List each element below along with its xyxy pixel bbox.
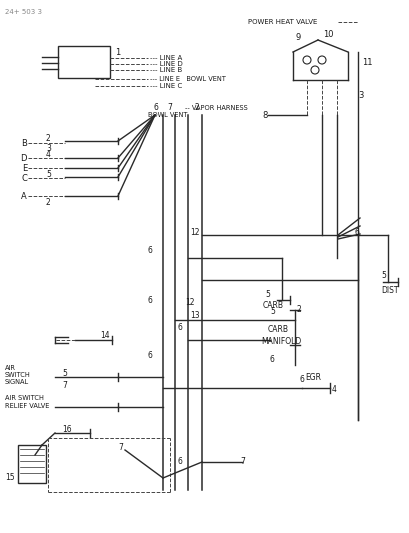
Text: 2: 2 [46, 198, 51, 206]
Text: 11: 11 [361, 58, 372, 67]
Text: --- LINE C: --- LINE C [150, 83, 182, 89]
Text: DIST: DIST [380, 286, 398, 295]
Text: CARB: CARB [262, 301, 283, 310]
Text: B: B [21, 139, 27, 148]
Text: 6: 6 [354, 228, 359, 237]
Text: --- LINE D: --- LINE D [150, 61, 182, 67]
Bar [18, 445, 46, 483]
Text: 8: 8 [261, 110, 267, 119]
Text: -- VAPOR HARNESS: -- VAPOR HARNESS [184, 105, 247, 111]
Text: 14: 14 [100, 330, 109, 340]
Text: 3: 3 [46, 143, 51, 152]
Text: --- LINE A: --- LINE A [150, 55, 182, 61]
Text: AIR: AIR [5, 365, 16, 371]
Text: 6: 6 [148, 295, 153, 304]
Text: 6: 6 [148, 351, 153, 359]
Text: 15: 15 [5, 473, 15, 482]
Text: --- LINE B: --- LINE B [150, 67, 182, 73]
Text: 5: 5 [46, 169, 51, 179]
Bar [58, 46, 110, 78]
Text: 16: 16 [62, 425, 72, 434]
Text: 10: 10 [322, 29, 333, 38]
Text: POWER HEAT VALVE: POWER HEAT VALVE [247, 19, 317, 25]
Text: C: C [21, 174, 27, 182]
Text: SWITCH: SWITCH [5, 372, 31, 378]
Text: 7: 7 [62, 381, 67, 390]
Text: EGR: EGR [304, 374, 320, 383]
Text: AIR SWITCH: AIR SWITCH [5, 395, 44, 401]
Text: 6: 6 [270, 356, 274, 365]
Text: 7: 7 [118, 443, 123, 453]
Text: 9: 9 [294, 33, 300, 42]
Text: BOWL VENT: BOWL VENT [148, 112, 187, 118]
Text: 6: 6 [148, 246, 153, 254]
Text: SIGNAL: SIGNAL [5, 379, 29, 385]
Text: 5: 5 [380, 271, 385, 279]
Text: 12: 12 [184, 297, 194, 306]
Text: 13: 13 [189, 311, 199, 319]
Text: 4: 4 [46, 149, 51, 158]
Text: 5: 5 [270, 308, 274, 317]
Text: 7: 7 [239, 457, 244, 466]
Text: RELIEF VALVE: RELIEF VALVE [5, 403, 49, 409]
Text: 6: 6 [178, 324, 182, 333]
Text: 6: 6 [299, 376, 304, 384]
Text: --- LINE E   BOWL VENT: --- LINE E BOWL VENT [150, 76, 225, 82]
Text: 7: 7 [166, 102, 171, 111]
Text: CARB: CARB [267, 326, 288, 335]
Text: A: A [21, 191, 27, 200]
Text: 5: 5 [264, 289, 269, 298]
Text: 2: 2 [46, 133, 51, 142]
Text: 1: 1 [115, 47, 120, 56]
Text: E: E [22, 164, 27, 173]
Text: 6: 6 [178, 457, 182, 466]
Text: 3: 3 [357, 91, 362, 100]
Text: MANIFOLD: MANIFOLD [261, 337, 301, 346]
Text: 4: 4 [331, 385, 336, 394]
Text: 24+ 503 3: 24+ 503 3 [5, 9, 42, 15]
Text: D: D [20, 154, 27, 163]
Text: 2: 2 [296, 305, 301, 314]
Text: 5: 5 [62, 368, 67, 377]
Text: 6: 6 [154, 102, 159, 111]
Text: 2: 2 [195, 102, 199, 111]
Text: 12: 12 [189, 228, 199, 237]
